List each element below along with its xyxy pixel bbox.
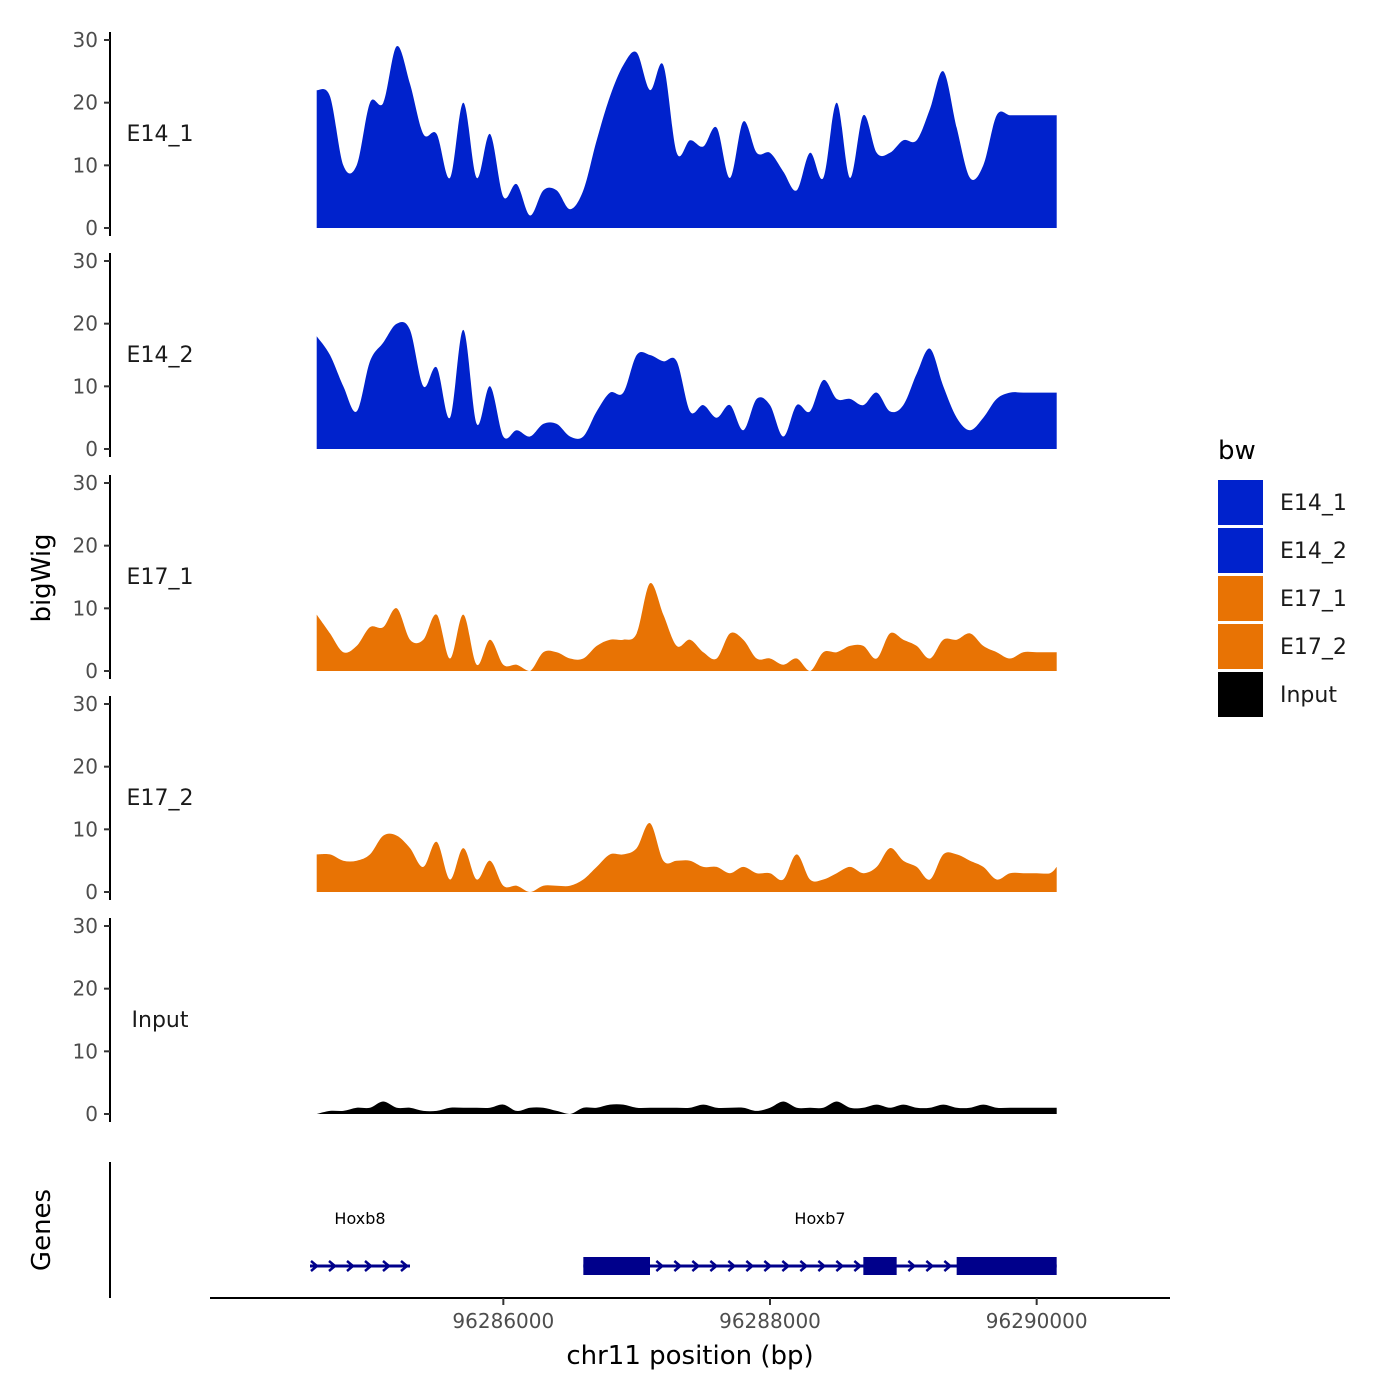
genes-track-label: Genes — [27, 1189, 57, 1271]
track-panel-e17_1: 0 10 20 30 E17_1 — [73, 471, 1057, 683]
strand-arrow-icon — [853, 1260, 863, 1272]
strand-arrow-icon — [799, 1260, 809, 1272]
strand-arrow-icon — [328, 1260, 337, 1272]
strand-arrow-icon — [763, 1260, 773, 1272]
y-tick-label: 10 — [73, 817, 98, 841]
legend: bw E14_1 E14_2 E17_1 E17_2 Input — [1218, 436, 1347, 717]
legend-label: E14_1 — [1280, 491, 1347, 516]
gene-label: Hoxb7 — [794, 1209, 845, 1228]
track-label: E17_2 — [127, 786, 194, 811]
strand-arrow-icon — [691, 1260, 701, 1272]
legend-swatch — [1218, 576, 1263, 621]
strand-arrow-icon — [709, 1260, 719, 1272]
y-tick-label: 10 — [73, 374, 98, 398]
x-tick-label: 96286000 — [452, 1309, 554, 1333]
legend-title: bw — [1218, 436, 1256, 466]
y-tick-label: 30 — [73, 249, 98, 273]
strand-arrow-icon — [781, 1260, 791, 1272]
y-tick-label: 20 — [73, 312, 98, 336]
strand-arrow-icon — [907, 1260, 917, 1272]
y-tick-label: 0 — [85, 216, 98, 240]
strand-arrow-icon — [817, 1260, 827, 1272]
legend-swatch — [1218, 672, 1263, 717]
track-panel-input: 0 10 20 30 Input — [73, 914, 1057, 1126]
strand-arrow-icon — [655, 1260, 665, 1272]
genes-track: Genes Hoxb8 Hoxb7 — [27, 1162, 1057, 1298]
signal-area-input — [316, 1101, 1057, 1114]
gene-exon — [583, 1257, 650, 1275]
track-panel-e14_2: 0 10 20 30 E14_2 — [73, 249, 1057, 461]
strand-arrow-icon — [310, 1260, 319, 1272]
strand-arrow-icon — [364, 1260, 373, 1272]
y-tick-label: 10 — [73, 596, 98, 620]
y-tick-label: 30 — [73, 28, 98, 52]
legend-item: E17_1 — [1218, 576, 1347, 621]
strand-arrow-icon — [727, 1260, 737, 1272]
y-axis-title: bigWig — [27, 533, 57, 622]
strand-arrow-icon — [400, 1260, 409, 1272]
y-tick-label: 20 — [73, 91, 98, 115]
legend-item: E17_2 — [1218, 624, 1347, 669]
strand-arrow-icon — [745, 1260, 755, 1272]
y-tick-label: 20 — [73, 755, 98, 779]
strand-arrow-icon — [346, 1260, 355, 1272]
strand-arrow-icon — [925, 1260, 935, 1272]
track-label: Input — [132, 1008, 189, 1033]
signal-area-e14_2 — [316, 321, 1057, 449]
legend-item: Input — [1218, 672, 1337, 717]
x-axis: 96286000 96288000 96290000 — [210, 1297, 1170, 1333]
legend-swatch — [1218, 528, 1263, 573]
legend-item: E14_2 — [1218, 528, 1347, 573]
y-tick-label: 30 — [73, 914, 98, 938]
track-label: E14_2 — [127, 343, 194, 368]
gene-hoxb8: Hoxb8 — [310, 1209, 410, 1272]
y-tick-label: 10 — [73, 153, 98, 177]
legend-label: E14_2 — [1280, 539, 1347, 564]
signal-area-e17_2 — [316, 822, 1057, 892]
y-tick-label: 30 — [73, 471, 98, 495]
track-label: E14_1 — [127, 122, 194, 147]
y-tick-label: 0 — [85, 880, 98, 904]
track-panel-e17_2: 0 10 20 30 E17_2 — [73, 692, 1057, 904]
legend-label: E17_2 — [1280, 635, 1347, 660]
y-tick-label: 10 — [73, 1039, 98, 1063]
strand-arrow-icon — [835, 1260, 845, 1272]
strand-arrow-icon — [382, 1260, 391, 1272]
y-tick-label: 0 — [85, 1102, 98, 1126]
gene-exon — [956, 1257, 1057, 1275]
y-tick-label: 30 — [73, 692, 98, 716]
y-tick-label: 20 — [73, 534, 98, 558]
track-panel-e14_1: 0 10 20 30 E14_1 — [73, 28, 1057, 240]
y-tick-label: 20 — [73, 977, 98, 1001]
y-tick-label: 0 — [85, 437, 98, 461]
x-tick-label: 96290000 — [986, 1309, 1088, 1333]
gene-exon — [863, 1257, 897, 1275]
x-axis-title: chr11 position (bp) — [566, 1341, 813, 1371]
x-tick-label: 96288000 — [719, 1309, 821, 1333]
signal-area-e17_1 — [316, 583, 1057, 671]
signal-area-e14_1 — [316, 46, 1057, 228]
legend-swatch — [1218, 624, 1263, 669]
y-tick-label: 0 — [85, 659, 98, 683]
track-panels: 0 10 20 30 E14_1 0 10 20 30 E14_2 0 10 20 30 E17_1 0 10 2… — [73, 28, 1057, 1126]
gene-label: Hoxb8 — [334, 1209, 385, 1228]
legend-swatch — [1218, 480, 1263, 525]
gene-hoxb7: Hoxb7 — [583, 1209, 1057, 1275]
track-label: E17_1 — [127, 565, 194, 590]
legend-item: E14_1 — [1218, 480, 1347, 525]
legend-label: E17_1 — [1280, 587, 1347, 612]
legend-label: Input — [1280, 683, 1337, 708]
strand-arrow-icon — [673, 1260, 683, 1272]
strand-arrow-icon — [943, 1260, 953, 1272]
